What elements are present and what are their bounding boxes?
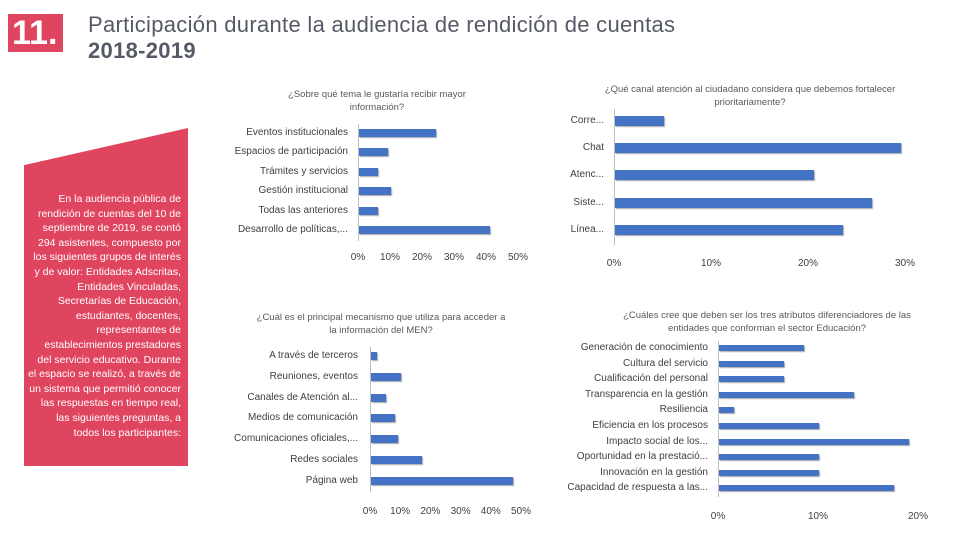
category-label: Corre... (570, 115, 604, 126)
bar (615, 116, 664, 126)
bar (719, 376, 784, 383)
bar (719, 485, 894, 492)
title-line-1: Participación durante la audiencia de re… (88, 12, 676, 37)
category-label: Siste... (573, 196, 604, 208)
category-label: Desarrollo de políticas,... (237, 224, 348, 235)
axis-line (614, 108, 615, 245)
category-label: Impacto social de los... (606, 435, 708, 447)
category-label: Cualificación del personal (594, 373, 708, 385)
tick-label: 0% (362, 506, 378, 517)
tick-label: 40% (475, 252, 497, 263)
axis-line (358, 124, 359, 241)
bar (719, 438, 909, 445)
bar (719, 469, 819, 476)
category-label: Atenc... (570, 169, 604, 181)
bar (359, 226, 491, 234)
tick-label: 30% (894, 258, 916, 269)
bar (359, 167, 379, 176)
bar (719, 391, 854, 398)
category-label: Canales de Atención al... (247, 391, 358, 403)
bar (719, 454, 819, 461)
tick-label: 20% (411, 252, 433, 263)
title-line-2: 2018-2019 (88, 38, 196, 63)
category-label: Oportunidad en la prestació... (576, 451, 708, 463)
tick-label: 10% (390, 506, 411, 517)
bar (359, 206, 379, 215)
tick-label: 50% (510, 506, 532, 517)
tick-label: 20% (797, 258, 819, 269)
bar (615, 170, 814, 181)
category-label: Redes sociales (290, 454, 358, 465)
tick-label: 30% (450, 506, 471, 517)
category-label: Línea... (570, 223, 604, 235)
category-label: Comunicaciones oficiales,... (234, 433, 358, 445)
category-label: Generación de conocimiento (580, 342, 708, 353)
bar (371, 476, 513, 485)
category-label: Página web (305, 474, 358, 486)
category-label: Transparencia en la gestión (584, 388, 708, 400)
category-label: Innovación en la gestión (600, 466, 708, 478)
category-label: Espacios de participación (234, 146, 348, 158)
category-label: A través de terceros (269, 350, 358, 361)
bar (719, 423, 819, 429)
axis-line (370, 346, 371, 493)
category-label: Medios de comunicación (247, 412, 358, 424)
tick-label: 30% (443, 252, 465, 263)
bar (371, 456, 423, 464)
tick-label: 0% (606, 258, 622, 269)
side-panel-background (24, 128, 188, 466)
category-label: Cultura del servicio (622, 357, 708, 369)
bar (719, 407, 734, 414)
tick-label: 10% (700, 258, 722, 269)
chart-title: ¿Cuáles cree que deben ser los tres atri… (623, 310, 911, 334)
bar (359, 187, 391, 196)
tick-label: 10% (379, 252, 401, 263)
bar (371, 352, 378, 360)
bar (615, 197, 873, 208)
chart-title: ¿Qué canal atención al ciudadano conside… (604, 84, 896, 108)
tick-label: 10% (807, 511, 829, 522)
category-label: Chat (582, 142, 604, 154)
category-label: Reuniones, eventos (269, 370, 358, 382)
category-label: Resiliencia (659, 404, 708, 416)
bar (719, 345, 804, 351)
category-label: Eficiencia en los procesos (592, 420, 708, 431)
bar (371, 393, 387, 402)
bar (615, 224, 843, 235)
tick-label: 20% (420, 506, 441, 517)
tick-label: 50% (507, 252, 529, 263)
chart-title: ¿Sobre qué tema le gustaría recibir mayo… (288, 89, 466, 113)
chart-title: ¿Cuál es el principal mecanismo que util… (256, 312, 506, 336)
category-label: Gestión institucional (258, 185, 349, 197)
tick-label: 0% (350, 252, 366, 263)
page-title: Participación durante la audiencia de re… (88, 12, 828, 64)
bar (359, 129, 436, 137)
bar (371, 372, 402, 381)
category-label: Todas las anteriores (258, 204, 349, 216)
category-label: Trámites y servicios (260, 165, 348, 177)
slide-number: 11. (8, 14, 64, 52)
bar (371, 414, 396, 423)
bar (719, 360, 784, 367)
side-panel-text: En la audiencia pública de rendición de … (28, 193, 181, 439)
category-label: Eventos institucionales (246, 127, 348, 138)
tick-label: 0% (710, 511, 726, 522)
bar (615, 143, 902, 154)
category-label: Capacidad de respuesta a las... (567, 482, 708, 494)
bar (371, 435, 399, 444)
tick-label: 40% (480, 506, 501, 517)
bar (359, 148, 388, 157)
tick-label: 20% (907, 511, 929, 522)
axis-line (718, 340, 719, 497)
